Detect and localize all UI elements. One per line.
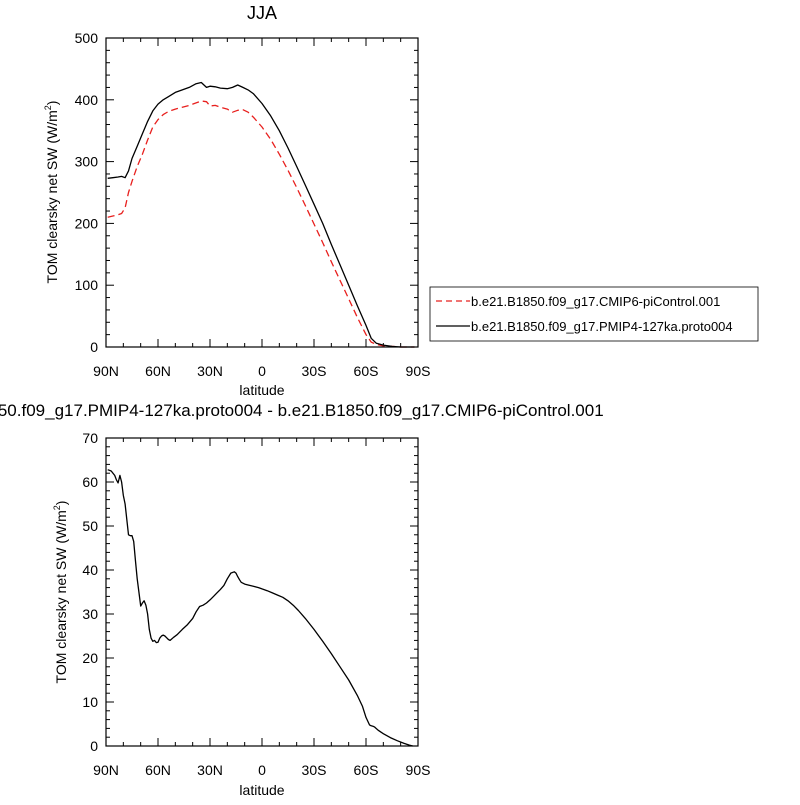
top-x-tick-label: 60N [145, 363, 171, 379]
top-plot-area [107, 81, 415, 348]
bottom-plot-frame [105, 437, 419, 747]
bottom-y-tick-label: 10 [82, 694, 98, 710]
top-x-tick-label: 30N [197, 363, 223, 379]
top-y-tick-label: 200 [75, 215, 99, 231]
top-x-axis: 90N 60N 30N 0 30S 60S 90S [93, 38, 430, 379]
bottom-x-tick-label: 60N [145, 762, 171, 778]
legend-box [429, 286, 759, 342]
top-plot-frame [105, 37, 419, 348]
top-x-tick-label: 90S [406, 363, 431, 379]
bottom-y-tick-label: 50 [82, 518, 98, 534]
bottom-panel: b.e21.B1850.f09_g17.PMIP4-127ka.proto004… [0, 401, 604, 798]
top-panel: JJA 0 100 200 300 400 500 90N 60N 30N 0 30S 60S 90S… [43, 3, 430, 398]
bottom-series-line-0 [107, 469, 413, 747]
bottom-x-axis-label: latitude [239, 782, 284, 798]
bottom-x-tick-label: 30S [302, 762, 327, 778]
bottom-y-axis-label: TOM clearsky net SW (W/m2) [52, 501, 69, 684]
bottom-x-tick-label: 30N [197, 762, 223, 778]
bottom-x-tick-label: 90N [93, 762, 119, 778]
bottom-y-tick-label: 70 [82, 430, 98, 446]
top-y-tick-label: 0 [90, 339, 98, 355]
bottom-x-tick-label: 60S [354, 762, 379, 778]
top-y-tick-label: 500 [75, 30, 99, 46]
top-series-line-1 [107, 81, 415, 348]
legend: b.e21.B1850.f09_g17.CMIP6-piControl.001 … [429, 286, 759, 342]
top-x-tick-label: 30S [302, 363, 327, 379]
top-y-tick-label: 100 [75, 277, 99, 293]
top-x-tick-label: 60S [354, 363, 379, 379]
legend-label-picontrol: b.e21.B1850.f09_g17.CMIP6-piControl.001 [471, 294, 720, 309]
top-y-tick-label: 400 [75, 92, 99, 108]
bottom-y-axis-label-text: TOM clearsky net SW (W/m [53, 510, 69, 683]
top-y-axis-label-close: ) [44, 101, 60, 106]
top-y-axis: 0 100 200 300 400 500 [75, 30, 418, 355]
bottom-y-tick-label: 60 [82, 474, 98, 490]
bottom-y-axis: 0 10 20 30 40 50 60 70 [82, 430, 418, 754]
bottom-x-tick-label: 90S [406, 762, 431, 778]
bottom-y-axis-label-close: ) [53, 501, 69, 506]
legend-label-127ka: b.e21.B1850.f09_g17.PMIP4-127ka.proto004 [471, 319, 733, 334]
top-x-tick-label: 0 [258, 363, 266, 379]
bottom-chart-title: b.e21.B1850.f09_g17.PMIP4-127ka.proto004… [0, 401, 604, 420]
top-x-axis-label: latitude [239, 382, 284, 398]
top-x-tick-label: 90N [93, 363, 119, 379]
bottom-y-axis-label-superscript: 2 [52, 505, 62, 510]
top-y-tick-label: 300 [75, 154, 99, 170]
bottom-y-tick-label: 0 [90, 738, 98, 754]
top-y-axis-label-text: TOM clearsky net SW (W/m [44, 110, 60, 283]
top-y-axis-label: TOM clearsky net SW (W/m2) [43, 101, 60, 284]
bottom-plot-area [107, 469, 413, 747]
top-chart-title: JJA [247, 3, 277, 23]
bottom-y-tick-label: 40 [82, 562, 98, 578]
bottom-y-tick-label: 30 [82, 606, 98, 622]
bottom-x-tick-label: 0 [258, 762, 266, 778]
bottom-y-tick-label: 20 [82, 650, 98, 666]
top-y-axis-label-superscript: 2 [43, 105, 53, 110]
top-series-line-0 [107, 100, 415, 348]
bottom-x-axis: 90N 60N 30N 0 30S 60S 90S [93, 438, 430, 778]
